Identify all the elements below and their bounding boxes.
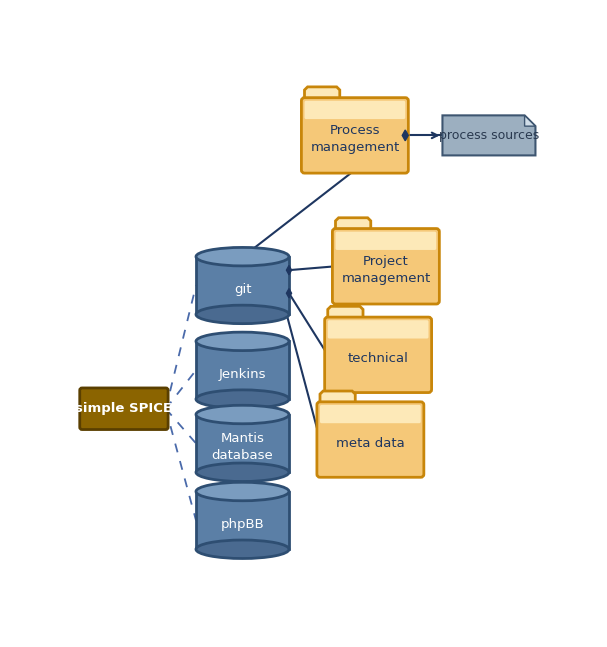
Text: Project
management: Project management [341,255,430,285]
Text: git: git [234,283,251,296]
Polygon shape [336,218,371,232]
FancyBboxPatch shape [325,317,432,393]
Polygon shape [320,391,355,405]
FancyBboxPatch shape [317,402,424,477]
Polygon shape [287,289,291,298]
Text: phpBB: phpBB [220,518,265,531]
Bar [196,257,289,314]
Ellipse shape [196,405,289,424]
Bar [196,415,289,472]
Text: technical: technical [348,352,409,365]
Ellipse shape [196,332,289,351]
Polygon shape [287,265,291,275]
Polygon shape [402,130,409,141]
Text: process sources: process sources [439,129,539,142]
FancyBboxPatch shape [302,98,409,173]
Ellipse shape [196,463,289,481]
Text: Jenkins: Jenkins [219,367,266,380]
Ellipse shape [196,305,289,324]
Bar [196,342,289,399]
Ellipse shape [196,482,289,501]
Ellipse shape [196,390,289,408]
Text: simple SPICE: simple SPICE [75,402,172,415]
Text: Process
management: Process management [310,124,399,154]
Polygon shape [524,115,535,126]
Text: Mantis
database: Mantis database [212,432,273,462]
Polygon shape [443,115,535,155]
FancyBboxPatch shape [333,228,439,304]
Polygon shape [305,87,340,101]
FancyBboxPatch shape [320,405,421,423]
FancyBboxPatch shape [328,320,429,338]
Bar [196,492,289,549]
FancyBboxPatch shape [305,101,405,119]
Polygon shape [328,306,363,320]
FancyBboxPatch shape [336,232,436,250]
Ellipse shape [196,540,289,558]
Text: meta data: meta data [336,437,405,450]
FancyBboxPatch shape [80,388,168,430]
Ellipse shape [196,247,289,266]
